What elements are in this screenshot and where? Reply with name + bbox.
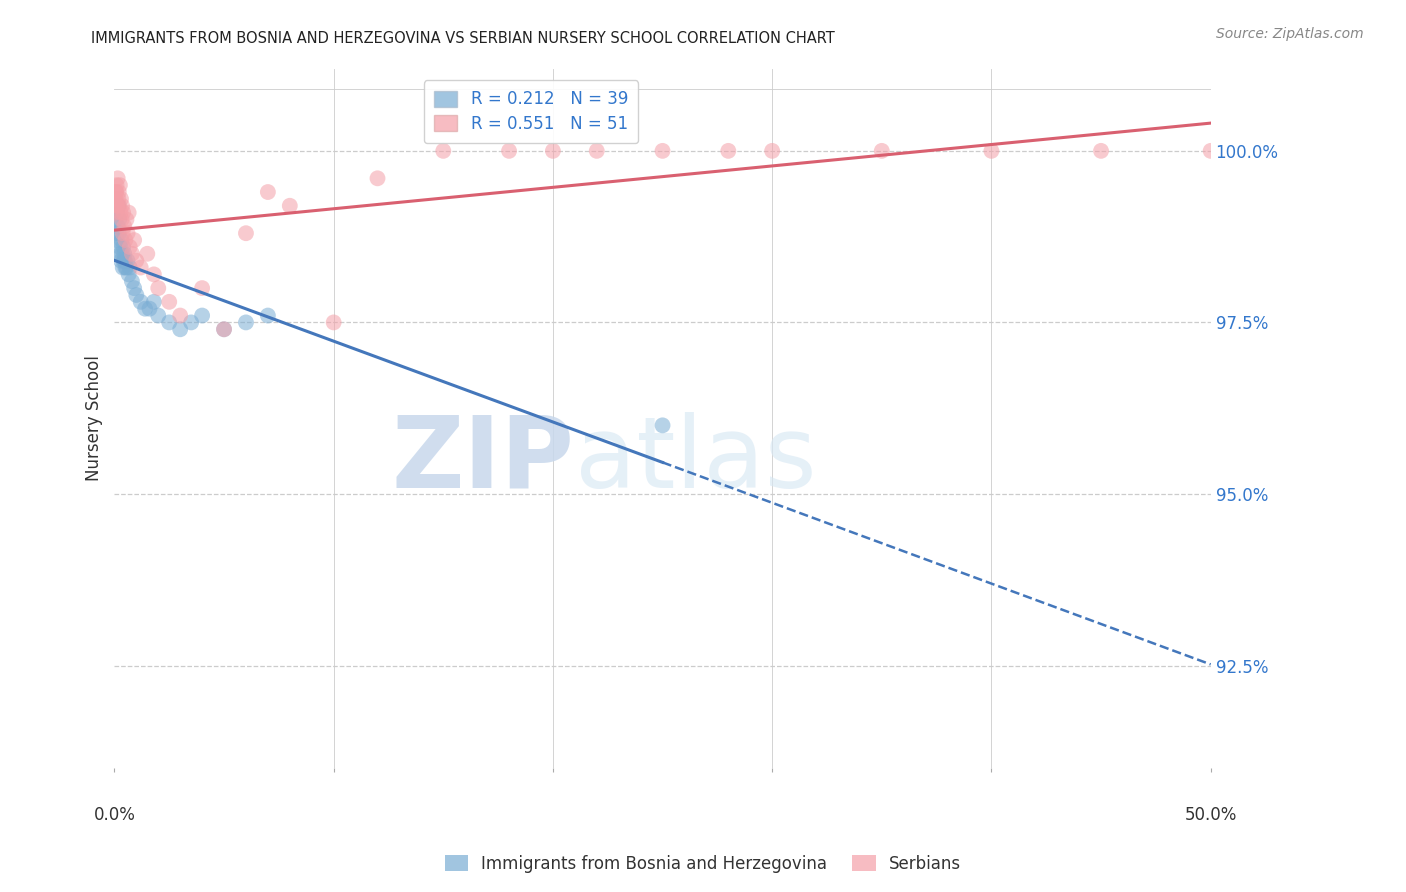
Point	[235, 226, 257, 240]
Point	[125, 253, 148, 268]
Point	[278, 199, 301, 213]
Text: 50.0%: 50.0%	[1184, 806, 1237, 824]
Point	[761, 144, 783, 158]
Point	[870, 144, 893, 158]
Point	[169, 309, 191, 323]
Point	[121, 247, 143, 261]
Point	[212, 322, 235, 336]
Point	[107, 171, 129, 186]
Point	[108, 212, 131, 227]
Point	[107, 226, 129, 240]
Point	[107, 199, 129, 213]
Point	[191, 309, 214, 323]
Point	[114, 233, 136, 247]
Point	[498, 144, 520, 158]
Point	[257, 185, 280, 199]
Point	[117, 226, 139, 240]
Point	[105, 199, 128, 213]
Point	[129, 260, 152, 275]
Point	[122, 281, 145, 295]
Point	[118, 260, 141, 275]
Point	[980, 144, 1002, 158]
Point	[107, 192, 129, 206]
Point	[148, 309, 170, 323]
Point	[104, 185, 127, 199]
Point	[105, 226, 128, 240]
Point	[105, 185, 128, 199]
Point	[118, 205, 141, 219]
Point	[108, 199, 131, 213]
Point	[105, 205, 128, 219]
Point	[118, 240, 141, 254]
Point	[432, 144, 454, 158]
Point	[107, 219, 129, 234]
Point	[110, 205, 132, 219]
Point	[104, 212, 127, 227]
Point	[112, 205, 135, 219]
Point	[108, 240, 131, 254]
Point	[110, 253, 132, 268]
Point	[111, 233, 134, 247]
Point	[111, 247, 134, 261]
Text: Source: ZipAtlas.com: Source: ZipAtlas.com	[1216, 27, 1364, 41]
Text: ZIP: ZIP	[392, 412, 575, 509]
Text: IMMIGRANTS FROM BOSNIA AND HERZEGOVINA VS SERBIAN NURSERY SCHOOL CORRELATION CHA: IMMIGRANTS FROM BOSNIA AND HERZEGOVINA V…	[91, 31, 835, 46]
Point	[157, 315, 180, 329]
Point	[651, 144, 673, 158]
Point	[169, 322, 191, 336]
Point	[118, 268, 141, 282]
Point	[104, 192, 127, 206]
Point	[105, 178, 128, 193]
Point	[142, 268, 165, 282]
Point	[104, 205, 127, 219]
Point	[148, 281, 170, 295]
Point	[111, 199, 134, 213]
Point	[257, 309, 280, 323]
Text: 0.0%: 0.0%	[93, 806, 135, 824]
Point	[134, 301, 156, 316]
Point	[1199, 144, 1222, 158]
Point	[110, 192, 132, 206]
Point	[122, 233, 145, 247]
Point	[111, 226, 134, 240]
Point	[114, 253, 136, 268]
Point	[111, 260, 134, 275]
Y-axis label: Nursery School: Nursery School	[86, 356, 103, 482]
Point	[112, 219, 135, 234]
Point	[112, 247, 135, 261]
Legend: Immigrants from Bosnia and Herzegovina, Serbians: Immigrants from Bosnia and Herzegovina, …	[439, 848, 967, 880]
Point	[111, 212, 134, 227]
Point	[541, 144, 564, 158]
Point	[235, 315, 257, 329]
Text: atlas: atlas	[575, 412, 817, 509]
Point	[105, 233, 128, 247]
Point	[157, 294, 180, 309]
Point	[110, 247, 132, 261]
Point	[125, 288, 148, 302]
Point	[180, 315, 202, 329]
Point	[129, 294, 152, 309]
Point	[212, 322, 235, 336]
Point	[136, 247, 159, 261]
Point	[142, 294, 165, 309]
Point	[585, 144, 607, 158]
Point	[121, 274, 143, 288]
Point	[107, 185, 129, 199]
Point	[651, 418, 673, 433]
Point	[115, 212, 138, 227]
Point	[138, 301, 160, 316]
Point	[366, 171, 388, 186]
Point	[115, 260, 138, 275]
Point	[322, 315, 344, 329]
Point	[117, 253, 139, 268]
Point	[191, 281, 214, 295]
Point	[112, 240, 135, 254]
Point	[105, 199, 128, 213]
Point	[1090, 144, 1112, 158]
Legend: R = 0.212   N = 39, R = 0.551   N = 51: R = 0.212 N = 39, R = 0.551 N = 51	[425, 80, 638, 143]
Point	[717, 144, 740, 158]
Point	[114, 260, 136, 275]
Point	[112, 253, 135, 268]
Point	[108, 178, 131, 193]
